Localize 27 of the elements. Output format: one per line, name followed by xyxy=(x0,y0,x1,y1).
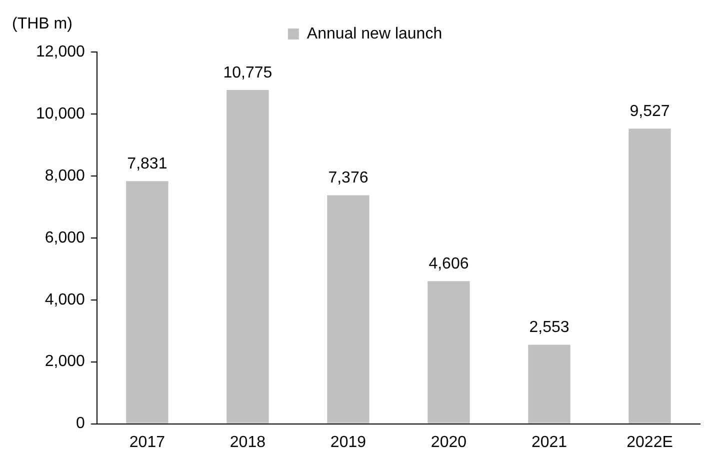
legend-label: Annual new launch xyxy=(306,25,442,42)
x-tick-label: 2018 xyxy=(230,434,266,451)
y-tick-label: 4,000 xyxy=(44,291,86,308)
y-tick-label: 0 xyxy=(76,415,86,432)
x-tick-label: 2022E xyxy=(626,434,673,451)
data-label: 4,606 xyxy=(428,255,469,272)
data-label: 10,775 xyxy=(223,64,272,82)
y-axis-title: (THB m) xyxy=(12,15,72,32)
x-tick-label: 2021 xyxy=(531,434,568,451)
y-tick-label: 6,000 xyxy=(44,229,86,246)
bar xyxy=(628,128,671,424)
y-tick-label: 12,000 xyxy=(36,43,86,60)
bar xyxy=(126,181,168,424)
bar xyxy=(428,281,470,424)
data-label: 9,527 xyxy=(630,103,670,120)
y-tick-label: 10,000 xyxy=(36,105,86,122)
bar xyxy=(226,90,269,424)
x-tick-label: 2020 xyxy=(430,434,467,451)
x-tick-label: 2017 xyxy=(129,434,166,451)
data-label: 7,376 xyxy=(328,170,368,187)
y-tick-label: 2,000 xyxy=(44,353,86,370)
bar xyxy=(528,344,570,424)
data-label: 2,553 xyxy=(529,319,570,336)
bar xyxy=(327,195,370,424)
y-tick-label: 8,000 xyxy=(44,167,86,184)
x-tick-label: 2019 xyxy=(330,434,366,451)
data-label: 7,831 xyxy=(127,156,168,173)
